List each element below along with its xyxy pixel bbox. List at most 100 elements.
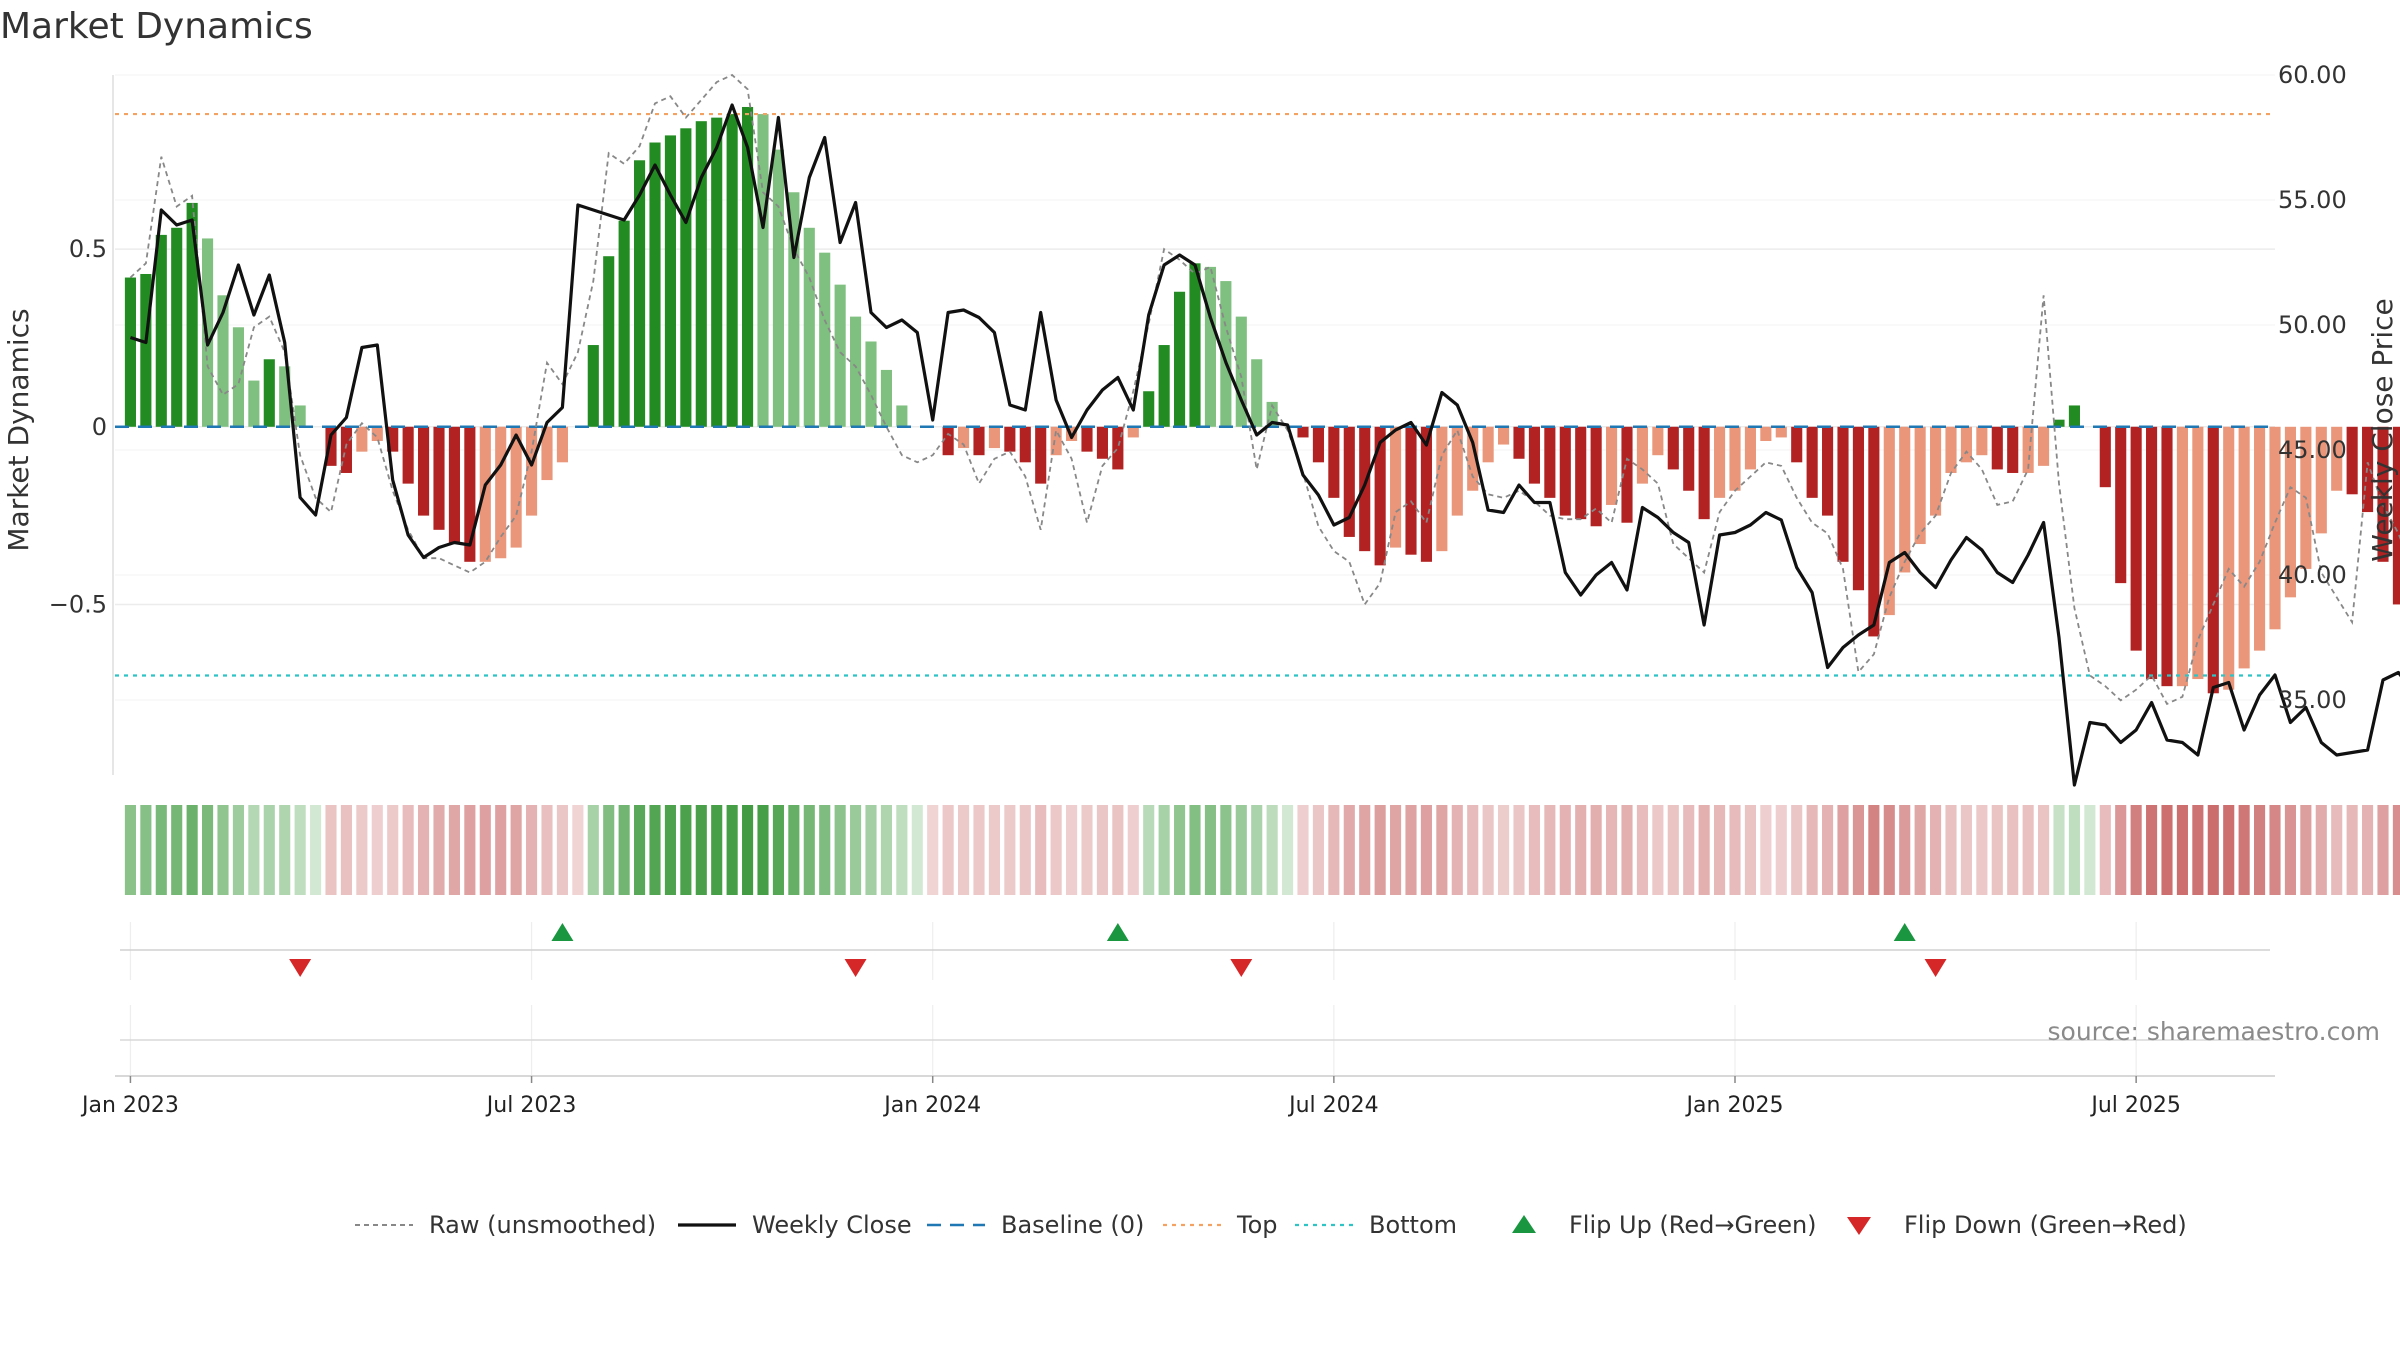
dynamics-bar (788, 192, 800, 427)
dynamics-bar (124, 277, 136, 427)
date-tick-label: Jan 2024 (882, 1093, 981, 1118)
dynamics-bar (1590, 426, 1602, 527)
dynamics-bar (2115, 426, 2127, 584)
left-tick-label: 0.5 (69, 235, 107, 263)
right-tick-label: 55.00 (2278, 186, 2347, 214)
regime-strip-cell (1837, 805, 1849, 895)
regime-strip-cell (1343, 805, 1355, 895)
regime-strip-cell (340, 805, 352, 895)
dynamics-bar (2346, 426, 2358, 495)
legend-item-top: Top (1163, 1211, 1278, 1239)
flip-down-marker (844, 959, 867, 977)
dynamics-bar (2022, 426, 2034, 473)
source-credit: source: sharemaestro.com (2048, 1017, 2381, 1046)
regime-strip-cell (664, 805, 676, 895)
regime-strip-cell (695, 805, 707, 895)
regime-strip-cell (942, 805, 954, 895)
dynamics-bar (1960, 426, 1972, 463)
dynamics-bar (1343, 426, 1355, 537)
regime-strip-cell (2392, 805, 2400, 895)
dynamics-bar (433, 426, 445, 530)
dynamics-bar (2068, 405, 2080, 427)
regime-strip-cell (1883, 805, 1895, 895)
dynamics-bar (1436, 426, 1448, 552)
dynamics-bar (1883, 426, 1895, 616)
dynamics-bar (1374, 426, 1386, 566)
dynamics-bar (155, 234, 167, 427)
dynamics-bar (1004, 426, 1016, 452)
right-tick-label: 60.00 (2278, 61, 2347, 89)
dynamics-bar (634, 160, 646, 427)
regime-strip-cell (1127, 805, 1139, 895)
date-axis-panel (115, 1005, 2275, 1077)
regime-strip-cell (850, 805, 862, 895)
regime-strip-cell (896, 805, 908, 895)
dynamics-bar (618, 220, 630, 427)
dynamics-bar (603, 256, 615, 427)
regime-strip-cell (1698, 805, 1710, 895)
dynamics-bar (772, 149, 784, 427)
dynamics-bar (1513, 426, 1525, 459)
regime-strip-cell (1312, 805, 1324, 895)
regime-strip-cell (1528, 805, 1540, 895)
dynamics-bar (2377, 426, 2389, 562)
regime-strip-cell (711, 805, 723, 895)
dynamics-bar (1467, 426, 1479, 491)
dynamics-bar (279, 366, 291, 427)
dynamics-bar (248, 380, 260, 427)
dynamics-bar (695, 121, 707, 427)
regime-strip-cell (2238, 805, 2250, 895)
regime-strip-cell (1621, 805, 1633, 895)
regime-strip-cell (1775, 805, 1787, 895)
date-tick-label: Jan 2023 (80, 1093, 179, 1118)
dynamics-bar (1359, 426, 1371, 552)
regime-strip-cell (2300, 805, 2312, 895)
regime-strip-cell (2053, 805, 2065, 895)
regime-strip-cell (927, 805, 939, 895)
regime-strip-cell (1729, 805, 1741, 895)
dynamics-bar (649, 142, 661, 427)
regime-strip-cell (448, 805, 460, 895)
dynamics-bar (1760, 426, 1772, 441)
regime-strip-cell (1374, 805, 1386, 895)
dynamics-bar (1297, 426, 1309, 438)
regime-strip-cell (279, 805, 291, 895)
dynamics-bar (2315, 426, 2327, 534)
dynamics-bar (1482, 426, 1494, 463)
dynamics-bar (232, 327, 244, 427)
regime-strip-cell (2192, 805, 2204, 895)
legend-label-raw: Raw (unsmoothed) (429, 1211, 656, 1239)
regime-strip-cell (1914, 805, 1926, 895)
dynamics-bar (587, 345, 599, 427)
regime-strip-cell (371, 805, 383, 895)
regime-strip-cell (1096, 805, 1108, 895)
regime-strip-cell (541, 805, 553, 895)
regime-strip-cell (1204, 805, 1216, 895)
date-tick-label: Jul 2025 (2089, 1093, 2181, 1118)
regime-strip-cell (1822, 805, 1834, 895)
dynamics-bar (402, 426, 414, 484)
dynamics-bar (1390, 426, 1402, 548)
dynamics-bar (1528, 426, 1540, 484)
regime-strip-cell (649, 805, 661, 895)
raw-unsmoothed-line (129, 73, 2400, 706)
regime-strip-cell (1420, 805, 1432, 895)
dynamics-bar (1791, 426, 1803, 463)
regime-strip-cell (2007, 805, 2019, 895)
regime-strip-cell (1251, 805, 1263, 895)
dynamics-bar (1312, 426, 1324, 463)
dynamics-bar (1744, 426, 1756, 470)
dynamics-bar (850, 316, 862, 427)
regime-strip-cell (572, 805, 584, 895)
right-tick-label: 40.00 (2278, 561, 2347, 589)
dynamics-bar (1698, 426, 1710, 520)
dynamics-bar (2161, 426, 2173, 687)
dynamics-bar (1636, 426, 1648, 484)
regime-strip-cell (880, 805, 892, 895)
dynamics-bar (217, 295, 229, 427)
dynamics-bar (1127, 426, 1139, 438)
dynamics-bar (1081, 426, 1093, 452)
dynamics-bar (1143, 391, 1155, 427)
regime-strip-cell (1189, 805, 1201, 895)
